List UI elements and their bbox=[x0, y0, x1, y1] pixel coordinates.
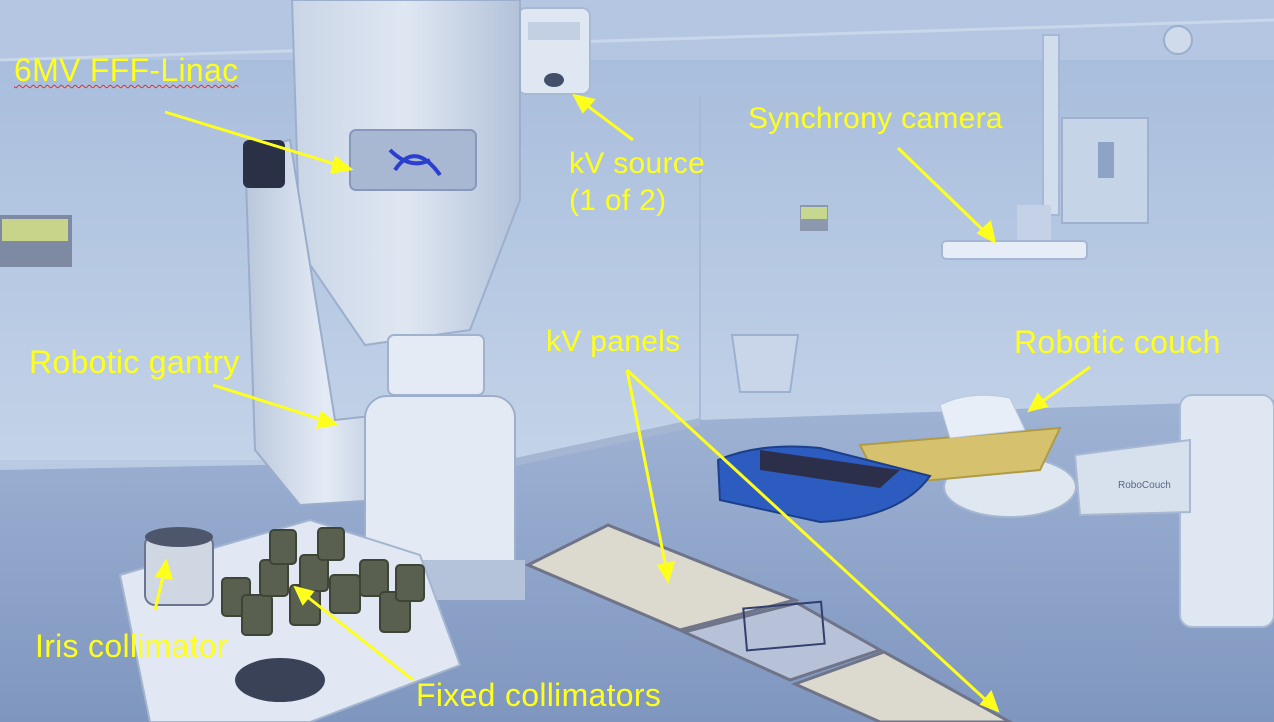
iris-collimator-label: Iris collimator bbox=[35, 628, 228, 664]
security-camera bbox=[1163, 25, 1193, 55]
camera-pole bbox=[1042, 34, 1060, 216]
fixed-collimators bbox=[221, 527, 425, 636]
couch-brand-text: RoboCouch bbox=[1118, 480, 1171, 491]
robotic-couch-base bbox=[1179, 394, 1274, 628]
linac-window bbox=[349, 129, 477, 191]
kv-source-label: kV source (1 of 2) bbox=[569, 146, 705, 219]
kv-panels-label: kV panels bbox=[546, 325, 681, 358]
kv-source-label-line1: kV source bbox=[569, 147, 706, 180]
linac-label: 6MV FFF-Linac bbox=[14, 52, 239, 88]
robotic-gantry-label: Robotic gantry bbox=[29, 344, 240, 380]
kv-panel-2 bbox=[790, 650, 1014, 722]
robotic-couch-label: Robotic couch bbox=[1014, 324, 1221, 360]
annotation-arrows bbox=[153, 93, 1091, 713]
kv-source-label-line2: (1 of 2) bbox=[569, 183, 667, 217]
kv-panel-center bbox=[679, 601, 884, 682]
kv-panel-1 bbox=[524, 523, 800, 632]
fixed-collimators-label: Fixed collimators bbox=[416, 677, 662, 713]
synchrony-camera-bar bbox=[941, 240, 1088, 260]
synchrony-camera-label: Synchrony camera bbox=[748, 102, 1003, 135]
bin bbox=[730, 334, 800, 393]
